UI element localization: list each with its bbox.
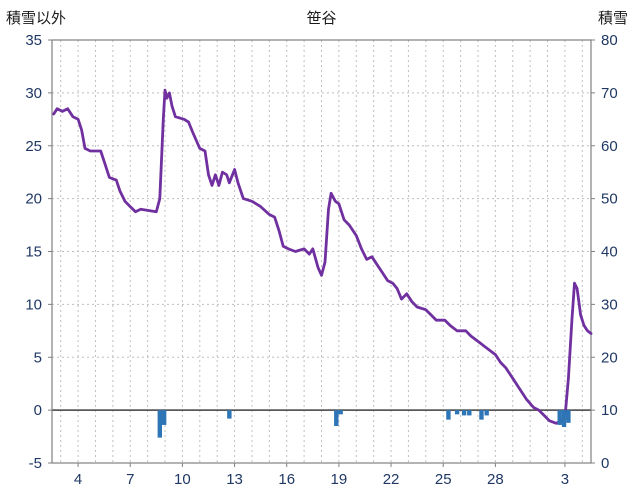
right-axis-tick-label: 70 [601,85,618,102]
non-snow-bar [467,410,472,416]
non-snow-bar [227,410,232,419]
non-snow-bar [557,410,562,425]
right-axis-tick-label: 60 [601,138,618,155]
snow-depth-line [52,88,593,425]
x-axis-tick-label: 25 [435,471,452,488]
non-snow-bar [161,410,167,425]
left-axis-title: 積雪以外 [6,10,67,27]
x-axis-tick-label: 10 [174,471,191,488]
non-snow-bar [334,410,339,426]
right-axis-tick-label: 80 [601,32,618,49]
left-axis-tick-label: 25 [25,138,42,155]
non-snow-bar [454,410,460,415]
right-axis-title: 積雪 [597,10,628,27]
right-axis-tick-label: 40 [601,244,618,261]
left-axis-tick-label: 35 [25,32,42,49]
chart-title: 笹谷 [306,10,337,27]
right-axis-tick-label: 50 [601,191,618,208]
x-axis-tick-label: 19 [331,471,348,488]
left-axis-tick-label: 5 [34,349,42,366]
left-axis-tick-label: 15 [25,244,42,261]
right-axis-tick-label: 30 [601,296,618,313]
non-snow-bar [446,410,451,420]
left-axis-tick-label: -5 [29,455,42,472]
x-axis-tick-label: 22 [383,471,400,488]
non-snow-bar [484,410,489,416]
right-axis-tick-label: 20 [601,349,618,366]
x-axis-tick-label: 3 [561,471,569,488]
x-axis-tick-label: 16 [278,471,295,488]
non-snow-bar [479,410,484,420]
x-axis-tick-label: 7 [126,471,134,488]
non-snow-bar [561,410,567,428]
left-axis-tick-label: 0 [34,402,42,419]
right-axis-tick-label: 10 [601,402,618,419]
x-axis-tick-label: 4 [74,471,82,488]
left-axis-tick-label: 30 [25,85,42,102]
non-snow-bar [461,410,467,416]
x-axis-tick-label: 13 [226,471,243,488]
x-axis-tick-label: 28 [487,471,504,488]
right-axis-tick-label: 0 [601,455,609,472]
non-snow-bar [157,410,162,438]
non-snow-bar [566,410,571,423]
left-axis-tick-label: 10 [25,296,42,313]
left-axis-tick-label: 20 [25,191,42,208]
non-snow-bar [338,410,343,415]
